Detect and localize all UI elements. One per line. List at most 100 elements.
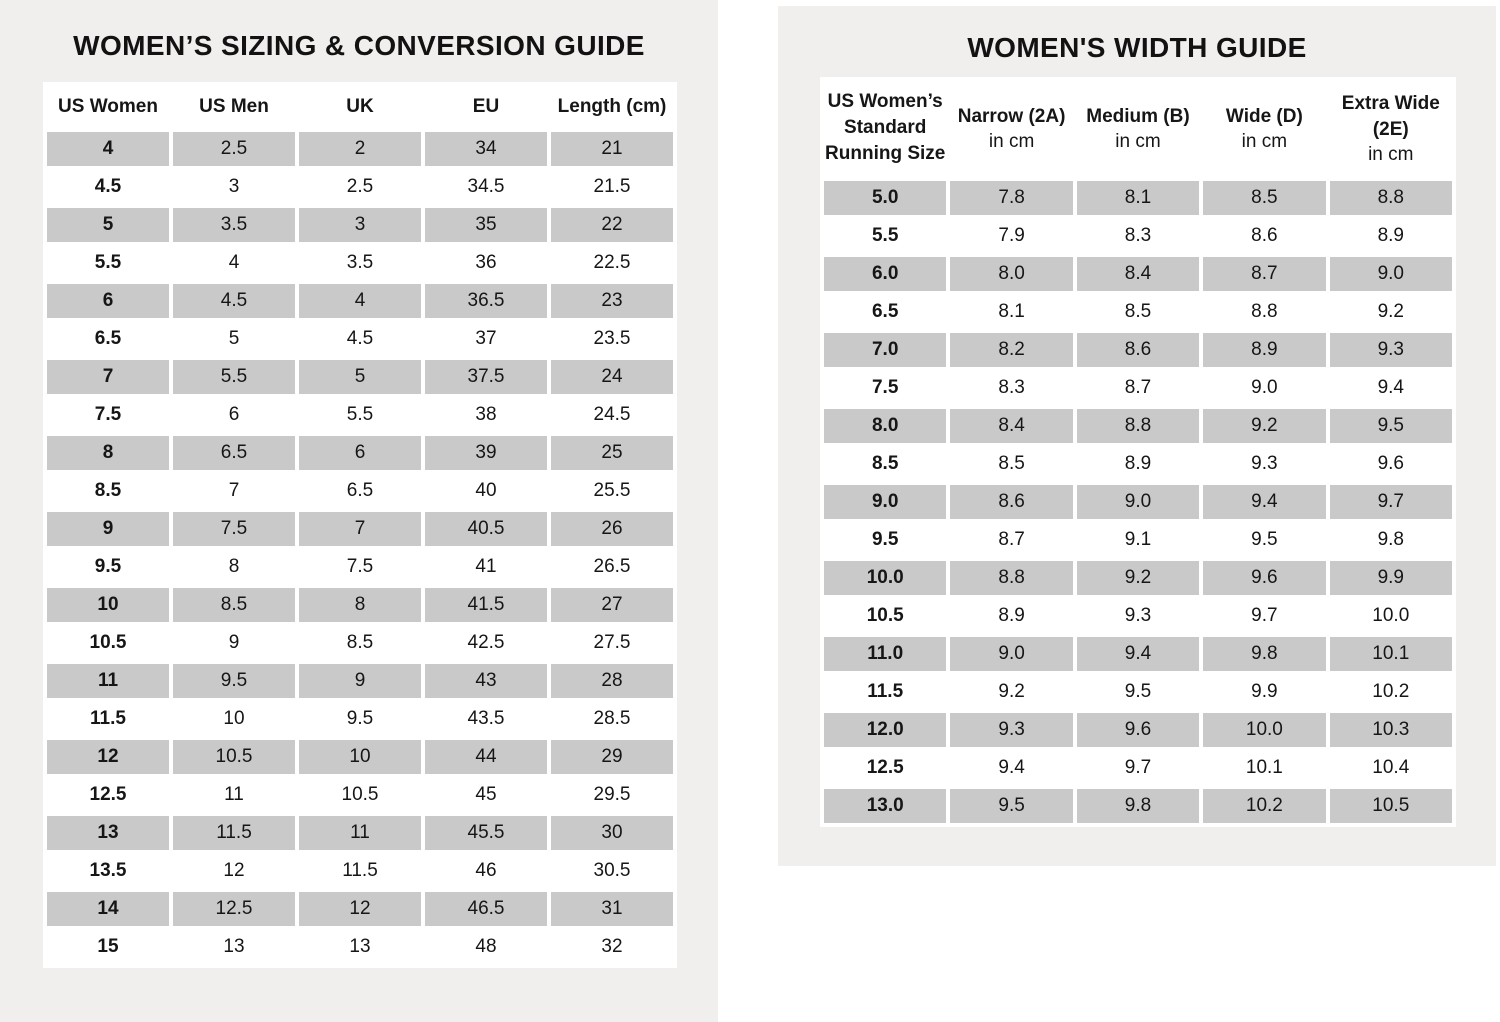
table-cell: 9.5 (299, 702, 421, 736)
table-cell: 9.5 (173, 664, 295, 698)
table-cell: 41.5 (425, 588, 547, 622)
table-cell: 9.4 (1203, 485, 1326, 519)
table-cell: 9.2 (1076, 561, 1200, 595)
table-row: 13.0 9.5 9.8 10.2 10.5 (824, 789, 1452, 823)
table-cell: 5.5 (299, 398, 421, 432)
table-row: 5 3.5 3 35 22 (47, 208, 673, 242)
table-row: 13.5 12 11.5 46 30.5 (47, 854, 673, 888)
table-cell: 9 (299, 664, 421, 698)
table-cell: 12.0 (824, 713, 947, 747)
table-cell: 45 (425, 778, 547, 812)
table-cell: 43 (425, 664, 547, 698)
table-row: 9.0 8.6 9.0 9.4 9.7 (824, 485, 1452, 519)
table-cell: 9.2 (1329, 295, 1452, 329)
table-cell: 24.5 (551, 398, 673, 432)
table-cell: 9.4 (1329, 371, 1452, 405)
table-row: 11.5 9.2 9.5 9.9 10.2 (824, 675, 1452, 709)
table-cell: 4 (47, 132, 169, 166)
table-row: 8.0 8.4 8.8 9.2 9.5 (824, 409, 1452, 443)
table-cell: 28 (551, 664, 673, 698)
table-cell: 9.9 (1203, 675, 1326, 709)
table-cell: 9.6 (1203, 561, 1326, 595)
table-cell: 8.7 (1203, 257, 1326, 291)
table-cell: 8.0 (824, 409, 947, 443)
table-cell: 8.4 (1076, 257, 1200, 291)
table-cell: 9.7 (1203, 599, 1326, 633)
table-cell: 8.0 (950, 257, 1073, 291)
table-cell: 9.5 (1329, 409, 1452, 443)
table-cell: 8.6 (1203, 219, 1326, 253)
table-cell: 10.5 (824, 599, 947, 633)
table-row: 12.5 9.4 9.7 10.1 10.4 (824, 751, 1452, 785)
table-cell: 21.5 (551, 170, 673, 204)
table-cell: 5.5 (824, 219, 947, 253)
table-row: 10.0 8.8 9.2 9.6 9.9 (824, 561, 1452, 595)
table-row: 10 8.5 8 41.5 27 (47, 588, 673, 622)
table-cell: 6.0 (824, 257, 947, 291)
table-cell: 7 (173, 474, 295, 508)
table-cell: 21 (551, 132, 673, 166)
table-cell: 8.1 (1076, 181, 1200, 215)
table-cell: 10.0 (1329, 599, 1452, 633)
table-cell: 30.5 (551, 854, 673, 888)
table-cell: 10 (173, 702, 295, 736)
table-row: 12.0 9.3 9.6 10.0 10.3 (824, 713, 1452, 747)
table-cell: 42.5 (425, 626, 547, 660)
table-cell: 10 (299, 740, 421, 774)
table-cell: 23.5 (551, 322, 673, 356)
table-cell: 9.5 (824, 523, 947, 557)
table-cell: 22.5 (551, 246, 673, 280)
table-cell: 11.5 (824, 675, 947, 709)
table-cell: 5 (47, 208, 169, 242)
table-cell: 5 (299, 360, 421, 394)
table-cell: 8.6 (950, 485, 1073, 519)
table-cell: 7.5 (173, 512, 295, 546)
table-body: 4 2.5 2 34 21 4.5 3 2.5 34.5 21.5 5 3.5 3 35 22 5.5 4 3.5… (47, 132, 673, 964)
table-cell: 10.1 (1203, 751, 1326, 785)
table-cell: 8.6 (1076, 333, 1200, 367)
table-cell: 4 (173, 246, 295, 280)
table-cell: 37.5 (425, 360, 547, 394)
table-cell: 2.5 (173, 132, 295, 166)
table-cell: 14 (47, 892, 169, 926)
table-cell: 9.3 (1076, 599, 1200, 633)
table-cell: 8.9 (1329, 219, 1452, 253)
table-cell: 8.3 (950, 371, 1073, 405)
table-cell: 11.5 (47, 702, 169, 736)
table-cell: 8.8 (1329, 181, 1452, 215)
table-cell: 26 (551, 512, 673, 546)
table-cell: 9.0 (950, 637, 1073, 671)
table-cell: 3.5 (173, 208, 295, 242)
table-cell: 37 (425, 322, 547, 356)
table-cell: 9.5 (1203, 523, 1326, 557)
table-cell: 8.5 (299, 626, 421, 660)
table-cell: 44 (425, 740, 547, 774)
table-cell: 34.5 (425, 170, 547, 204)
table-cell: 5 (173, 322, 295, 356)
table-cell: 10.2 (1203, 789, 1326, 823)
table-cell: 8.8 (950, 561, 1073, 595)
table-cell: 8.8 (1076, 409, 1200, 443)
table-cell: 8.9 (1076, 447, 1200, 481)
table-row: 15 13 13 48 32 (47, 930, 673, 964)
table-cell: 9.3 (1203, 447, 1326, 481)
table-cell: 10.0 (1203, 713, 1326, 747)
table-cell: 8.5 (47, 474, 169, 508)
column-header: Wide (D) in cm (1203, 81, 1326, 177)
table-cell: 29 (551, 740, 673, 774)
table-row: 9 7.5 7 40.5 26 (47, 512, 673, 546)
table-cell: 12 (47, 740, 169, 774)
table-cell: 10 (47, 588, 169, 622)
table-cell: 24 (551, 360, 673, 394)
table-row: 5.0 7.8 8.1 8.5 8.8 (824, 181, 1452, 215)
table-row: 12 10.5 10 44 29 (47, 740, 673, 774)
table-row: 6.5 8.1 8.5 8.8 9.2 (824, 295, 1452, 329)
table-cell: 8 (173, 550, 295, 584)
table-cell: 13 (299, 930, 421, 964)
table-cell: 9.6 (1329, 447, 1452, 481)
table-cell: 9.5 (950, 789, 1073, 823)
table-cell: 8.5 (824, 447, 947, 481)
table-cell: 34 (425, 132, 547, 166)
table-cell: 8 (299, 588, 421, 622)
table-cell: 9.0 (1203, 371, 1326, 405)
